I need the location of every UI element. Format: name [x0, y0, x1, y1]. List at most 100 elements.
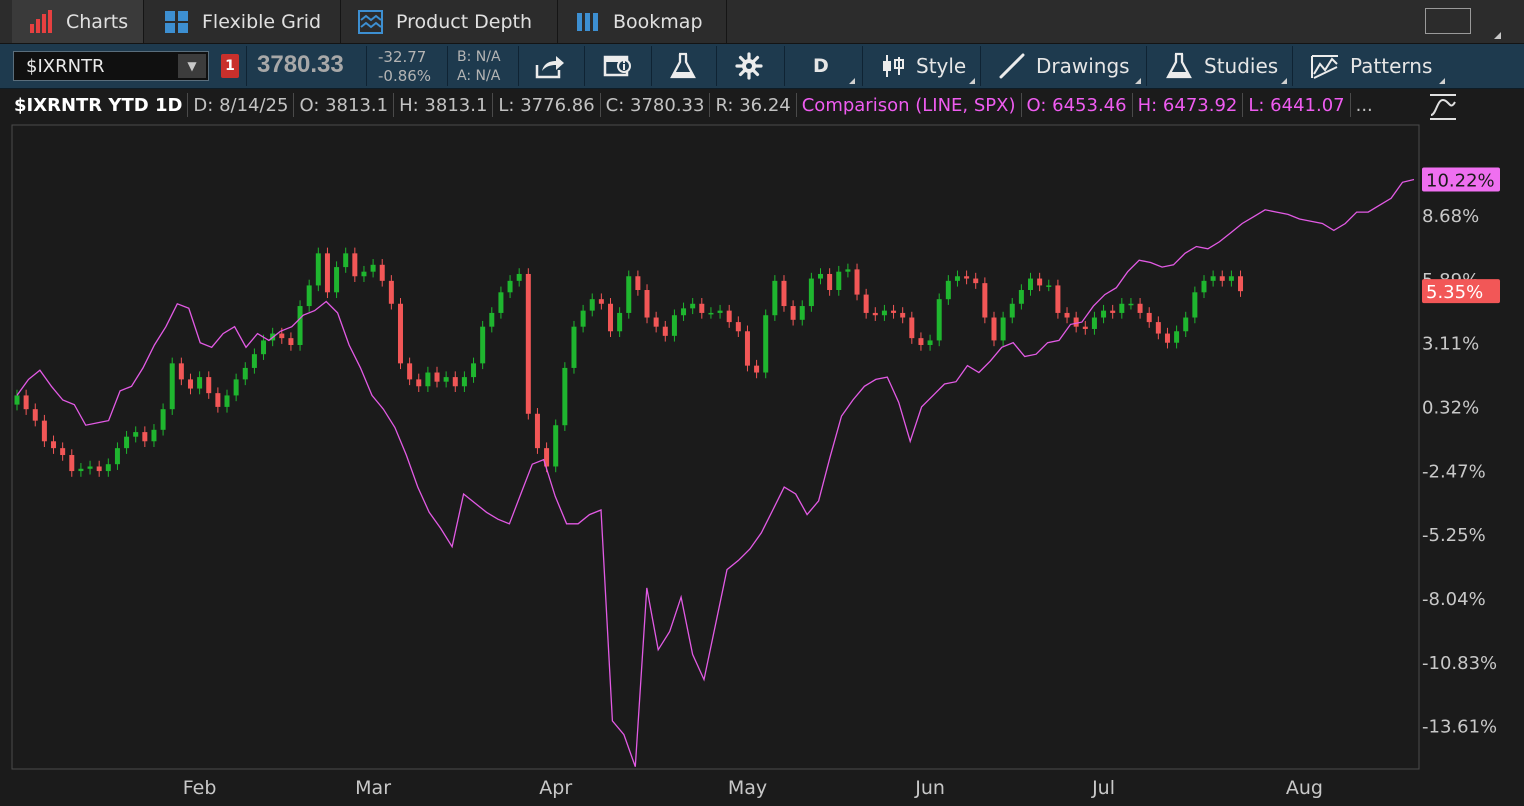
corner-menu-icon[interactable]: [1494, 32, 1501, 39]
patterns-button[interactable]: Patterns: [1310, 46, 1432, 86]
candle-body: [891, 310, 897, 313]
candle-body: [471, 363, 477, 378]
settings-button[interactable]: [735, 46, 763, 86]
candlestick-icon: [880, 53, 906, 79]
candle: [23, 389, 29, 415]
svg-text:10.22%: 10.22%: [1426, 171, 1495, 192]
candle: [763, 309, 769, 379]
spx-last-value-label: 10.22%: [1422, 167, 1500, 192]
price-scale-toggle-icon[interactable]: [1428, 92, 1458, 122]
candle: [379, 259, 385, 287]
tab-label: Product Depth: [396, 10, 533, 33]
candle-body: [562, 367, 568, 426]
candle: [708, 307, 714, 319]
bar-low: L: 3776.86: [493, 93, 601, 117]
candle-body: [87, 466, 93, 469]
candle-body: [973, 278, 979, 284]
candle: [580, 304, 586, 333]
candle: [918, 332, 924, 351]
candle: [206, 371, 212, 399]
candle: [87, 460, 93, 475]
tab-charts[interactable]: Charts: [12, 0, 144, 43]
candle-body: [717, 310, 723, 313]
comparison-high: H: 6473.92: [1133, 93, 1244, 117]
maximize-window-button[interactable]: [1425, 8, 1471, 34]
candle: [936, 293, 942, 347]
candle-body: [114, 448, 120, 465]
candle-body: [553, 425, 559, 467]
candle: [1201, 275, 1207, 299]
candle: [909, 311, 915, 344]
dropdown-corner-icon: [1281, 78, 1287, 84]
tab-label: Bookmap: [613, 10, 703, 33]
studies-button[interactable]: Studies: [1164, 46, 1278, 86]
alert-badge[interactable]: 1: [221, 54, 239, 78]
share-button[interactable]: [534, 46, 566, 86]
toolbar-divider: [1292, 46, 1293, 86]
toolbar-divider: [980, 46, 981, 86]
candle: [808, 272, 814, 312]
svg-text:5.35%: 5.35%: [1426, 282, 1483, 303]
candle: [160, 403, 166, 436]
candle-body: [1028, 278, 1034, 291]
y-tick-label: -10.83%: [1422, 653, 1497, 674]
more-info-icon[interactable]: ...: [1355, 94, 1373, 116]
candle-body: [589, 299, 595, 311]
style-label: Style: [916, 54, 967, 78]
candle-body: [1101, 310, 1107, 318]
drawings-button[interactable]: Drawings: [998, 46, 1130, 86]
candle: [754, 359, 760, 379]
comparison-study-label[interactable]: Comparison (LINE, SPX): [797, 93, 1022, 117]
dropdown-corner-icon: [1439, 78, 1445, 84]
candle-body: [306, 285, 312, 307]
candle-body: [927, 340, 933, 346]
y-tick-label: -13.61%: [1422, 717, 1497, 738]
candle: [416, 373, 422, 392]
candle-body: [1128, 303, 1134, 306]
candle-body: [388, 280, 394, 304]
candle: [1028, 272, 1034, 296]
chart-title: $IXRNTR YTD 1D: [0, 93, 189, 117]
candle: [589, 293, 595, 317]
candle-body: [936, 299, 942, 341]
candle: [480, 320, 486, 370]
x-tick-label: May: [728, 777, 767, 799]
candle: [78, 463, 84, 477]
candle: [1119, 298, 1125, 319]
candle: [1101, 304, 1107, 324]
candle: [178, 357, 184, 386]
tab-flexible-grid[interactable]: Flexible Grid: [148, 0, 341, 43]
chevron-down-icon[interactable]: ▼: [178, 54, 206, 78]
candle-body: [315, 253, 321, 286]
candle: [699, 298, 705, 319]
tab-product-depth[interactable]: Product Depth: [342, 0, 558, 43]
aggregation-button[interactable]: D: [813, 55, 829, 77]
candle-body: [489, 312, 495, 327]
candle: [1146, 307, 1152, 328]
flask-icon: [1164, 51, 1194, 81]
candle-body: [1146, 312, 1152, 323]
y-tick-label: 0.32%: [1422, 397, 1479, 418]
lab-button[interactable]: [668, 46, 698, 86]
toolbar-divider: [366, 46, 367, 86]
candle: [297, 300, 303, 351]
candle: [1174, 325, 1180, 349]
tab-bookmap[interactable]: Bookmap: [559, 0, 727, 43]
candle: [288, 332, 294, 351]
style-button[interactable]: Style: [880, 46, 966, 86]
candle-body: [1073, 317, 1079, 327]
candle: [799, 300, 805, 326]
candle: [388, 275, 394, 310]
notes-button[interactable]: [602, 46, 634, 86]
candle-body: [872, 312, 878, 316]
candle: [671, 309, 677, 342]
candle: [114, 442, 120, 470]
candle-body: [845, 269, 851, 272]
candle: [534, 408, 540, 454]
candle: [261, 334, 267, 360]
symbol-input[interactable]: $IXRNTR ▼: [13, 51, 209, 81]
grid-icon: [164, 10, 194, 34]
comparison-open: O: 6453.46: [1022, 93, 1133, 117]
